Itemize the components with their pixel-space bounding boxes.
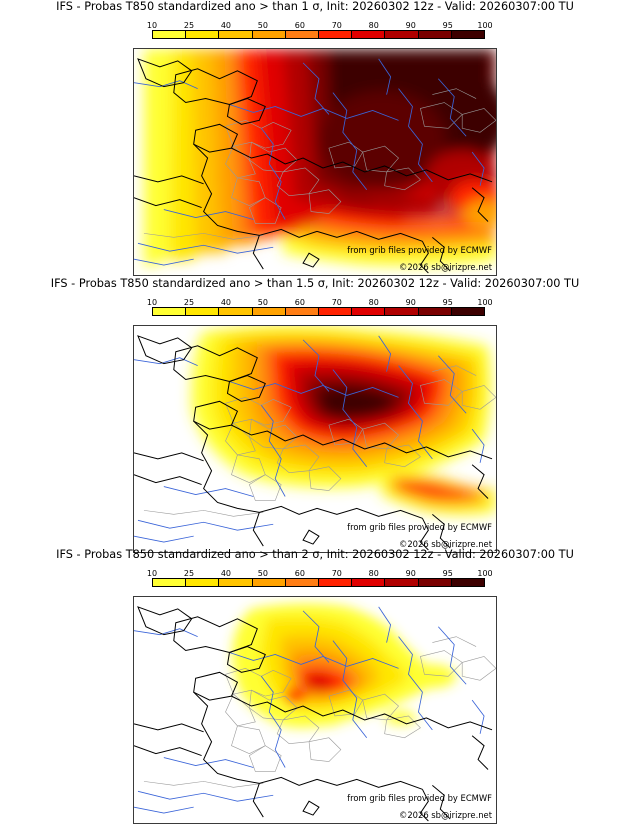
panel-title-2: IFS - Probas T850 standardized ano > tha… <box>50 277 580 290</box>
colorbar-tick: 50 <box>257 569 268 578</box>
colorbar-tick: 100 <box>477 21 493 30</box>
colorbar-tick: 40 <box>220 21 232 30</box>
map-geography-3 <box>134 597 496 823</box>
colorbar-swatch <box>319 579 353 586</box>
colorbar-swatches-3 <box>152 578 485 587</box>
colorbar-swatch <box>219 308 253 315</box>
colorbar-1: 10 25 40 50 60 70 80 90 95 100 <box>147 21 493 39</box>
colorbar-swatch <box>219 31 253 38</box>
credit-copyright-2: ©2026 sb@irizpre.net <box>398 539 492 549</box>
colorbar-tick: 70 <box>331 298 342 307</box>
colorbar-tick: 10 <box>146 569 158 578</box>
colorbar-tick: 95 <box>442 298 453 307</box>
colorbar-2: 10 25 40 50 60 70 80 90 95 100 <box>147 298 493 316</box>
colorbar-tick: 70 <box>331 21 342 30</box>
colorbar-swatch <box>451 308 485 315</box>
colorbar-tick: 25 <box>183 298 195 307</box>
map-geography-1 <box>134 49 496 275</box>
colorbar-swatch <box>186 308 220 315</box>
colorbar-ticks-1: 10 25 40 50 60 70 80 90 95 100 <box>147 21 493 30</box>
colorbar-tick: 95 <box>442 21 453 30</box>
colorbar-swatch <box>153 579 187 586</box>
panel-2-sigma: IFS - Probas T850 standardized ano > tha… <box>0 548 630 828</box>
colorbar-tick: 40 <box>220 298 232 307</box>
colorbar-swatch <box>285 31 320 38</box>
colorbar-swatch <box>252 579 286 586</box>
panel-1p5-sigma: IFS - Probas T850 standardized ano > tha… <box>0 277 630 555</box>
panel-title-3: IFS - Probas T850 standardized ano > tha… <box>56 548 574 561</box>
credit-source-2: from grib files provided by ECMWF <box>347 522 492 532</box>
colorbar-ticks-2: 10 25 40 50 60 70 80 90 95 100 <box>147 298 493 307</box>
colorbar-swatch <box>352 31 386 38</box>
credit-source-3: from grib files provided by ECMWF <box>347 793 492 803</box>
colorbar-tick: 70 <box>331 569 342 578</box>
colorbar-tick: 90 <box>405 569 416 578</box>
colorbar-swatch <box>186 31 220 38</box>
colorbar-swatch <box>285 579 320 586</box>
map-geography-2 <box>134 326 496 552</box>
colorbar-tick: 10 <box>146 21 158 30</box>
colorbar-swatch <box>319 308 353 315</box>
colorbar-ticks-3: 10 25 40 50 60 70 80 90 95 100 <box>147 569 493 578</box>
colorbar-swatch <box>252 308 286 315</box>
colorbar-tick: 50 <box>257 21 268 30</box>
colorbar-tick: 60 <box>294 21 305 30</box>
colorbar-swatch <box>418 31 452 38</box>
colorbar-swatch <box>219 579 253 586</box>
colorbar-swatch <box>319 31 353 38</box>
colorbar-tick: 90 <box>405 21 416 30</box>
panel-title-1: IFS - Probas T850 standardized ano > tha… <box>56 0 574 13</box>
colorbar-swatch <box>385 308 419 315</box>
colorbar-tick: 80 <box>368 569 379 578</box>
colorbar-swatch <box>385 31 419 38</box>
colorbar-tick: 60 <box>294 298 305 307</box>
colorbar-swatch <box>153 31 187 38</box>
colorbar-tick: 90 <box>405 298 416 307</box>
credit-copyright-3: ©2026 sb@irizpre.net <box>398 810 492 820</box>
colorbar-tick: 25 <box>183 569 195 578</box>
colorbar-tick: 100 <box>477 298 493 307</box>
colorbar-tick: 60 <box>294 569 305 578</box>
credit-source-1: from grib files provided by ECMWF <box>347 245 492 255</box>
map-canvas-2: from grib files provided by ECMWF ©2026 … <box>133 325 497 553</box>
colorbar-tick: 10 <box>146 298 158 307</box>
map-canvas-1: from grib files provided by ECMWF ©2026 … <box>133 48 497 276</box>
colorbar-swatch <box>352 579 386 586</box>
probability-shading-3 <box>134 597 496 823</box>
colorbar-swatch <box>285 308 320 315</box>
panel-1-sigma: IFS - Probas T850 standardized ano > tha… <box>0 0 630 278</box>
colorbar-swatch <box>153 308 187 315</box>
colorbar-swatch <box>252 31 286 38</box>
probability-shading-2 <box>134 326 496 552</box>
colorbar-swatch <box>385 579 419 586</box>
colorbar-tick: 95 <box>442 569 453 578</box>
colorbar-swatch <box>418 308 452 315</box>
colorbar-swatch <box>418 579 452 586</box>
colorbar-tick: 50 <box>257 298 268 307</box>
probability-shading-1 <box>134 49 496 275</box>
colorbar-swatch <box>186 579 220 586</box>
colorbar-3: 10 25 40 50 60 70 80 90 95 100 <box>147 569 493 587</box>
colorbar-tick: 80 <box>368 21 379 30</box>
map-canvas-3: from grib files provided by ECMWF ©2026 … <box>133 596 497 824</box>
colorbar-swatches-2 <box>152 307 485 316</box>
colorbar-swatches-1 <box>152 30 485 39</box>
colorbar-tick: 40 <box>220 569 232 578</box>
colorbar-swatch <box>352 308 386 315</box>
credit-copyright-1: ©2026 sb@irizpre.net <box>398 262 492 272</box>
colorbar-swatch <box>451 579 485 586</box>
colorbar-tick: 100 <box>477 569 493 578</box>
colorbar-tick: 25 <box>183 21 195 30</box>
colorbar-tick: 80 <box>368 298 379 307</box>
colorbar-swatch <box>451 31 485 38</box>
